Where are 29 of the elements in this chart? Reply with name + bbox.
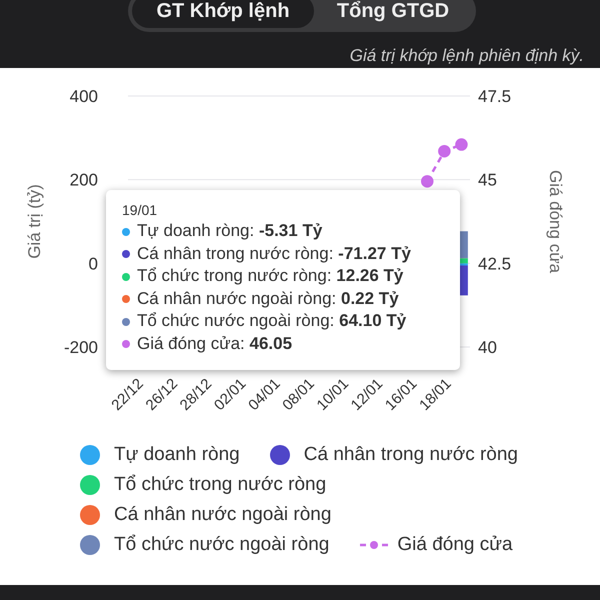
legend-label: Cá nhân nước ngoài ròng	[113, 503, 332, 527]
annotation: Cá nhân trong nước ròng: -71.27 Tỷ	[137, 244, 411, 262]
point	[438, 144, 451, 158]
annotation: Tổ chức trong nước ròng: 12.26 Tỷ	[137, 266, 404, 285]
point	[455, 138, 468, 151]
annotation: Tự doanh ròng: -5.31 Tỷ	[137, 221, 322, 240]
y2-tick-label: 40	[478, 338, 497, 358]
y2-tick-label: 47.5	[478, 87, 512, 106]
annotation: 19/01	[122, 202, 158, 218]
legend-label: Tự doanh ròng	[113, 443, 240, 467]
point	[421, 175, 434, 188]
y2-tick-label: 42.5	[478, 254, 512, 274]
text: Tổng GTGD	[336, 0, 450, 24]
legend-label: Giá đóng cửa	[396, 533, 513, 557]
y-tick-label: 400	[70, 87, 98, 106]
y-tick-label: -200	[64, 338, 98, 358]
y-tick-label: 200	[70, 170, 98, 190]
legend-label: Cá nhân trong nước ròng	[302, 443, 518, 467]
y2-axis-title: Giá đóng cửa	[546, 170, 565, 274]
y2-tick-label: 45	[478, 170, 497, 190]
y-tick-label: 0	[88, 254, 98, 274]
y-axis-title: Giá trị (tỷ)	[25, 184, 44, 259]
annotation: Cá nhân nước ngoài ròng: 0.22 Tỷ	[137, 288, 399, 308]
legend-label: Tổ chức nước ngoài ròng	[113, 533, 330, 557]
legend-label: Tổ chức trong nước ròng	[113, 473, 326, 497]
annotation: Giá đóng cửa: 46.05	[137, 334, 292, 352]
text: GT Khớp lệnh	[132, 0, 314, 28]
chart-subtitle: Giá trị khớp lệnh phiên định kỳ.	[350, 46, 584, 66]
annotation: Tổ chức nước ngoài ròng: 64.10 Tỷ	[137, 311, 406, 330]
